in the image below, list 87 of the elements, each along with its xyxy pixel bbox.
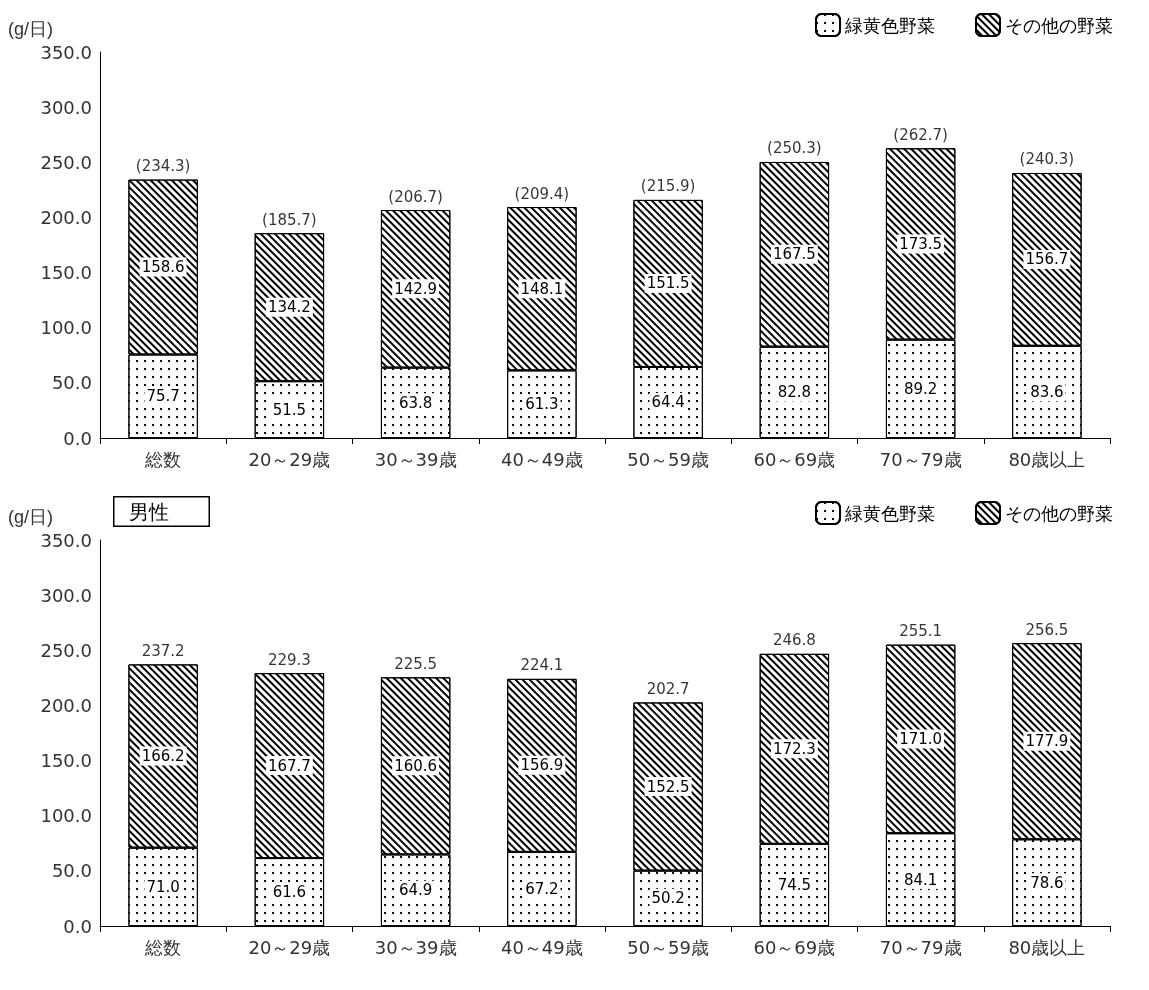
legend-label: その他の野菜 — [1005, 502, 1113, 524]
legend-label: 緑黄色野菜 — [844, 502, 935, 524]
x-tick-label: 60～69歳 — [753, 448, 836, 470]
total-label: 255.1 — [899, 622, 943, 641]
x-tick-label: 40～49歳 — [500, 448, 583, 470]
data-label: 64.9 — [398, 881, 433, 900]
total-label: (215.9) — [640, 177, 696, 196]
data-label: 71.0 — [146, 877, 180, 896]
x-tick-label: 総数 — [144, 936, 182, 958]
total-label: 225.5 — [394, 654, 438, 673]
y-tick-label: 50.0 — [51, 860, 92, 882]
legend-label: その他の野菜 — [1005, 14, 1113, 36]
x-tick-label: 40～49歳 — [500, 936, 583, 958]
y-tick-label: 350.0 — [40, 41, 92, 63]
y-tick-label: 0.0 — [63, 427, 92, 449]
data-label: 84.1 — [903, 870, 938, 889]
data-label: 89.2 — [903, 379, 938, 398]
total-label: 224.1 — [520, 656, 564, 675]
total-label: (206.7) — [388, 187, 443, 206]
data-label: 166.2 — [141, 747, 185, 766]
data-label: 74.5 — [777, 875, 812, 894]
data-label: 82.8 — [777, 383, 812, 402]
total-label: 256.5 — [1025, 620, 1069, 639]
x-tick-label: 50～59歳 — [627, 448, 710, 470]
y-tick-label: 250.0 — [40, 151, 92, 173]
x-tick-label: 20～29歳 — [248, 936, 331, 958]
data-label: 171.0 — [899, 729, 943, 748]
total-label: (185.7) — [262, 210, 317, 229]
x-tick-label: 50～59歳 — [627, 936, 710, 958]
data-label: 142.9 — [394, 279, 438, 298]
data-label: 177.9 — [1025, 732, 1069, 751]
x-tick-label: 60～69歳 — [753, 936, 836, 958]
total-label: (262.7) — [893, 125, 948, 144]
x-tick-label: 70～79歳 — [879, 936, 962, 958]
total-label: (240.3) — [1019, 150, 1075, 169]
x-tick-label: 30～39歳 — [374, 448, 457, 470]
total-label: 202.7 — [646, 679, 690, 698]
legend-label: 緑黄色野菜 — [844, 14, 935, 36]
text: 男性 — [128, 499, 169, 524]
data-label: 152.5 — [646, 777, 690, 796]
y-tick-label: 0.0 — [63, 915, 92, 937]
data-label: 64.4 — [651, 393, 685, 412]
y-tick-label: 100.0 — [40, 317, 92, 339]
total-label: (250.3) — [767, 139, 822, 158]
data-label: 156.7 — [1025, 250, 1069, 269]
y-tick-label: 250.0 — [40, 639, 92, 661]
data-label: 61.6 — [272, 883, 307, 902]
data-label: 173.5 — [899, 234, 943, 253]
total-label: 229.3 — [267, 650, 311, 669]
y-tick-label: 50.0 — [51, 372, 92, 394]
y-tick-label: 100.0 — [40, 805, 92, 827]
x-tick-label: 30～39歳 — [374, 936, 457, 958]
x-tick-label: 80歳以上 — [1008, 936, 1086, 958]
data-label: 167.7 — [267, 756, 311, 775]
y-axis-title: (g/日) — [8, 507, 53, 527]
data-label: 50.2 — [651, 889, 685, 908]
data-label: 83.6 — [1030, 382, 1064, 401]
total-label: 246.8 — [772, 631, 816, 650]
y-tick-label: 350.0 — [40, 529, 92, 551]
data-label: 51.5 — [272, 400, 307, 419]
data-label: 75.7 — [146, 387, 180, 406]
total-label: (234.3) — [135, 157, 191, 176]
data-label: 148.1 — [520, 279, 564, 298]
y-tick-label: 200.0 — [40, 206, 92, 228]
x-tick-label: 20～29歳 — [248, 448, 331, 470]
x-tick-label: 70～79歳 — [879, 448, 962, 470]
data-label: 151.5 — [646, 274, 690, 293]
total-label: 237.2 — [141, 641, 185, 660]
y-tick-label: 150.0 — [40, 262, 92, 284]
y-tick-label: 200.0 — [40, 694, 92, 716]
data-label: 172.3 — [772, 739, 816, 758]
data-label: 78.6 — [1030, 873, 1064, 892]
y-tick-label: 300.0 — [40, 584, 92, 606]
y-tick-label: 150.0 — [40, 750, 92, 772]
data-label: 67.2 — [525, 879, 559, 898]
y-tick-label: 300.0 — [40, 96, 92, 118]
x-tick-label: 80歳以上 — [1008, 448, 1086, 470]
data-label: 61.3 — [525, 395, 559, 414]
x-tick-label: 総数 — [144, 448, 182, 470]
data-label: 160.6 — [394, 756, 438, 775]
data-label: 158.6 — [141, 258, 185, 277]
data-label: 156.9 — [520, 756, 564, 775]
y-axis-title: (g/日) — [8, 19, 53, 39]
data-label: 134.2 — [267, 298, 311, 317]
data-label: 63.8 — [398, 393, 433, 412]
data-label: 167.5 — [772, 245, 816, 264]
total-label: (209.4) — [514, 184, 570, 203]
